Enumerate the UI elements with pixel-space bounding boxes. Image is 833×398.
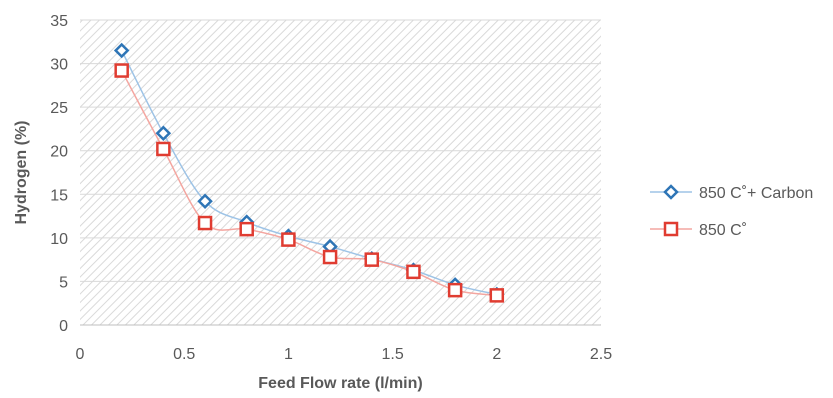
legend-item-carbon: 850 C˚+ Carbon [650, 184, 813, 202]
x-tick-label: 1 [284, 346, 293, 363]
data-point-diamond [113, 42, 130, 59]
axes: 0 5 10 15 20 25 30 35 0 0.5 1 1.5 2 2.5 [50, 13, 612, 363]
data-point-square [239, 221, 254, 237]
x-tick-label: 0 [76, 346, 85, 363]
legend-square-icon [663, 221, 679, 237]
series-line-1 [121, 70, 497, 297]
y-tick-label: 5 [59, 274, 68, 291]
plot-area [80, 20, 601, 325]
y-tick-label: 25 [50, 100, 68, 117]
data-point-square [406, 264, 421, 280]
x-tick-label: 2 [492, 346, 501, 363]
y-tick-label: 0 [59, 318, 68, 335]
y-tick-label: 35 [50, 13, 68, 30]
series-line-0 [121, 50, 497, 296]
x-axis-title: Feed Flow rate (l/min) [258, 375, 422, 392]
data-point-square [447, 282, 463, 298]
y-tick-label: 20 [50, 144, 68, 161]
data-point-square [114, 63, 129, 78]
data-point-square [281, 232, 296, 247]
y-tick-label: 30 [50, 57, 68, 74]
legend: 850 C˚+ Carbon 850 C˚ [650, 184, 813, 239]
data-point-square [322, 249, 338, 265]
y-tick-label: 15 [50, 187, 68, 204]
y-tick-label: 10 [50, 231, 68, 248]
legend-label-carbon: 850 C˚+ Carbon [699, 185, 813, 202]
data-point-diamond [197, 193, 213, 210]
legend-label-850: 850 C˚ [699, 222, 747, 239]
series-group [113, 42, 505, 303]
legend-item-850: 850 C˚ [650, 221, 747, 239]
data-point-square [197, 215, 213, 231]
x-tick-label: 1.5 [381, 346, 403, 363]
legend-diamond-icon [663, 184, 679, 200]
data-point-square [489, 288, 505, 303]
y-axis-title: Hydrogen (%) [13, 121, 30, 225]
data-point-square [364, 252, 380, 267]
data-point-diamond [155, 125, 172, 142]
x-tick-label: 2.5 [590, 346, 612, 363]
x-tick-label: 0.5 [173, 346, 195, 363]
data-point-square [156, 141, 171, 157]
